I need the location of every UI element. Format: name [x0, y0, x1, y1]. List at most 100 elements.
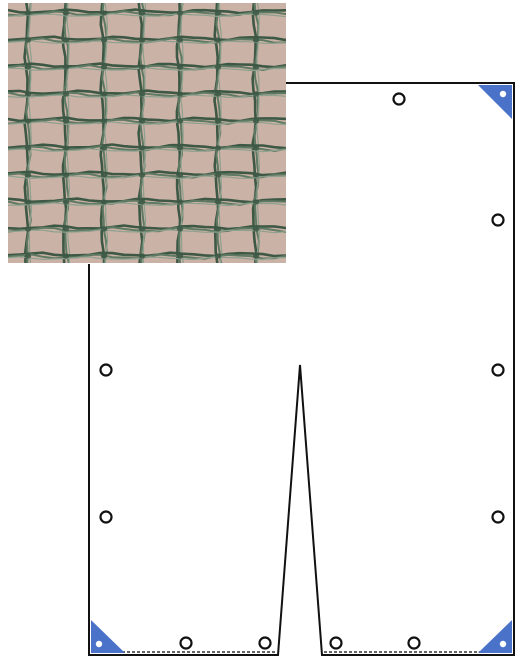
- mesh-knot: [138, 10, 146, 16]
- mesh-knot: [176, 64, 184, 70]
- mesh-knot: [100, 64, 108, 70]
- reinforced-corner-bottom-right: [478, 620, 512, 653]
- cover-outline: [88, 82, 515, 656]
- eyelet-left-2: [99, 510, 113, 524]
- mesh-knot: [214, 10, 222, 16]
- mesh-knot: [176, 253, 184, 259]
- horizontal-thread: [8, 121, 286, 126]
- mesh-knot: [214, 253, 222, 259]
- mesh-knot: [24, 226, 32, 232]
- mesh-knot: [214, 226, 222, 232]
- mesh-knot: [214, 199, 222, 205]
- eyelet-top: [392, 92, 406, 106]
- mesh-knot: [252, 64, 260, 70]
- mesh-knot: [100, 37, 108, 43]
- mesh-knot: [62, 145, 70, 151]
- mesh-knot: [62, 91, 70, 97]
- vertical-thread: [137, 3, 144, 263]
- mesh-knot: [138, 118, 146, 124]
- mesh-knot: [252, 37, 260, 43]
- corner-dot-bottom-right: [499, 640, 507, 648]
- vertical-thread: [253, 3, 260, 263]
- mesh-knot: [62, 226, 70, 232]
- eyelet-left-1: [99, 363, 113, 377]
- mesh-knot: [100, 91, 108, 97]
- eyelet-right-1: [491, 213, 505, 227]
- vertical-thread: [180, 3, 184, 263]
- vertical-thread: [175, 3, 182, 263]
- mesh-knot: [62, 64, 70, 70]
- horizontal-thread: [8, 143, 286, 150]
- horizontal-thread: [8, 13, 286, 18]
- horizontal-thread: [8, 175, 286, 180]
- mesh-knot: [252, 10, 260, 16]
- eyelet-bottom-4: [407, 636, 421, 650]
- horizontal-thread: [8, 256, 286, 261]
- mesh-knot: [62, 10, 70, 16]
- mesh-knot: [24, 145, 32, 151]
- mesh-knot: [62, 37, 70, 43]
- mesh-knot: [214, 91, 222, 97]
- mesh-knot: [252, 172, 260, 178]
- mesh-knot: [252, 91, 260, 97]
- eyelet-bottom-1: [179, 636, 193, 650]
- horizontal-thread: [8, 94, 286, 99]
- horizontal-thread: [8, 251, 286, 258]
- mesh-knot: [176, 10, 184, 16]
- mesh-knot: [24, 118, 32, 124]
- mesh-knot: [176, 91, 184, 97]
- mesh-knot: [24, 172, 32, 178]
- mesh-knot: [138, 199, 146, 205]
- mesh-photo: [8, 3, 286, 263]
- eyelet-bottom-2: [258, 636, 272, 650]
- mesh-knot: [214, 172, 222, 178]
- horizontal-thread: [8, 67, 286, 72]
- mesh-knot: [252, 253, 260, 259]
- mesh-knot: [176, 37, 184, 43]
- mesh-knot: [100, 145, 108, 151]
- mesh-knot: [62, 253, 70, 259]
- eyelet-right-3: [491, 510, 505, 524]
- mesh-knot: [24, 10, 32, 16]
- mesh-knot: [214, 37, 222, 43]
- mesh-knot: [138, 91, 146, 97]
- corner-dot-top-right: [499, 90, 507, 98]
- mesh-knot: [138, 172, 146, 178]
- mesh-knot: [252, 118, 260, 124]
- vertical-thread: [142, 3, 147, 263]
- mesh-knot: [176, 145, 184, 151]
- mesh-photo-svg: [8, 3, 286, 263]
- horizontal-thread: [8, 229, 286, 234]
- mesh-knot: [100, 226, 108, 232]
- mesh-knot: [62, 199, 70, 205]
- horizontal-thread: [8, 89, 286, 96]
- horizontal-thread: [8, 148, 286, 153]
- mesh-background: [8, 3, 286, 263]
- horizontal-thread: [8, 118, 286, 125]
- mesh-knot: [138, 226, 146, 232]
- horizontal-thread: [8, 172, 286, 179]
- vertical-thread: [218, 3, 223, 263]
- vertical-thread: [139, 3, 147, 263]
- horizontal-thread: [8, 202, 286, 207]
- reinforced-corner-top-right: [478, 85, 512, 119]
- mesh-knot: [100, 172, 108, 178]
- mesh-knot: [100, 253, 108, 259]
- mesh-knot: [24, 199, 32, 205]
- mesh-knot: [138, 37, 146, 43]
- horizontal-thread: [8, 64, 286, 72]
- mesh-threads: [8, 3, 286, 263]
- horizontal-thread: [8, 40, 286, 45]
- mesh-knot: [176, 226, 184, 232]
- mesh-knot: [176, 199, 184, 205]
- mesh-knot: [252, 226, 260, 232]
- mesh-knot: [24, 253, 32, 259]
- mesh-knot: [214, 64, 222, 70]
- mesh-knot: [138, 145, 146, 151]
- mesh-knot: [176, 118, 184, 124]
- vertical-thread: [101, 3, 108, 263]
- reinforced-corner-bottom-left: [91, 620, 125, 653]
